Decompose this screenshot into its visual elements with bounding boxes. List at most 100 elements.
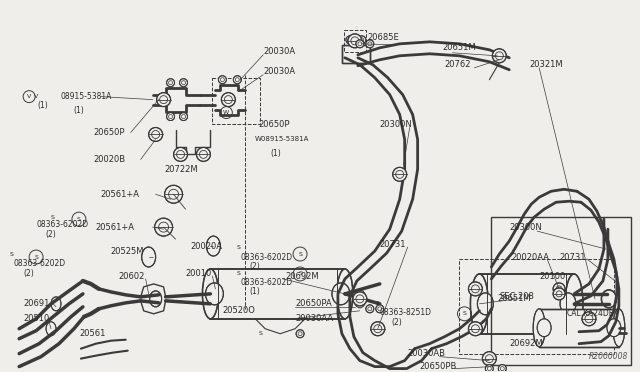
Text: 08363-6202D: 08363-6202D <box>240 253 292 262</box>
Text: (1): (1) <box>270 149 281 158</box>
Text: V: V <box>27 94 31 99</box>
Text: (2): (2) <box>249 263 260 272</box>
Circle shape <box>155 218 173 236</box>
Text: 20561+A: 20561+A <box>96 222 135 232</box>
Text: 20651M: 20651M <box>442 43 476 52</box>
Ellipse shape <box>337 269 353 319</box>
Circle shape <box>358 36 366 44</box>
Bar <box>342 45 370 63</box>
Text: 20561: 20561 <box>79 329 106 338</box>
Circle shape <box>376 305 384 313</box>
Circle shape <box>196 147 211 161</box>
Bar <box>479 274 574 334</box>
Ellipse shape <box>533 309 545 347</box>
Ellipse shape <box>470 274 488 334</box>
Text: 20650PA: 20650PA <box>295 299 332 308</box>
Text: 20030A: 20030A <box>263 47 295 56</box>
Text: S: S <box>51 215 55 220</box>
Text: S: S <box>77 217 81 222</box>
Text: R2000008: R2000008 <box>589 352 628 361</box>
Circle shape <box>499 365 506 372</box>
Text: (2): (2) <box>23 269 34 279</box>
Circle shape <box>366 305 374 313</box>
Text: 20650P: 20650P <box>94 128 125 137</box>
Text: (2): (2) <box>392 318 403 327</box>
Ellipse shape <box>537 319 551 337</box>
Circle shape <box>173 147 188 161</box>
Text: 20762: 20762 <box>445 60 471 69</box>
Circle shape <box>351 37 359 45</box>
Text: (2): (2) <box>45 230 56 238</box>
Text: 20692M: 20692M <box>285 272 319 282</box>
Text: 20321M: 20321M <box>529 60 563 69</box>
Text: 20651M: 20651M <box>497 294 531 303</box>
Circle shape <box>492 49 506 63</box>
Circle shape <box>468 282 483 296</box>
Circle shape <box>553 288 565 300</box>
Circle shape <box>221 93 236 107</box>
Text: 20300N: 20300N <box>509 222 542 232</box>
Circle shape <box>296 330 304 338</box>
Text: 20020A: 20020A <box>191 241 223 251</box>
Text: 08363-8251D: 08363-8251D <box>380 308 432 317</box>
Text: 20731: 20731 <box>559 253 586 262</box>
Circle shape <box>166 79 175 87</box>
Bar <box>479 274 574 334</box>
Circle shape <box>366 40 374 48</box>
Circle shape <box>346 36 354 44</box>
Text: 20030A: 20030A <box>263 67 295 76</box>
Text: 08363-6202D: 08363-6202D <box>36 219 88 229</box>
Ellipse shape <box>46 322 56 336</box>
Text: 20525M: 20525M <box>111 247 144 256</box>
Text: V: V <box>34 94 38 99</box>
Text: 20030AB: 20030AB <box>408 349 445 358</box>
Circle shape <box>356 40 364 48</box>
Ellipse shape <box>51 297 61 311</box>
Bar <box>539 309 619 347</box>
Text: 20020AA: 20020AA <box>511 253 549 262</box>
Text: CAL.KA24DE: CAL.KA24DE <box>567 309 614 318</box>
Bar <box>344 30 366 52</box>
Text: S: S <box>298 272 302 276</box>
Text: 08915-5381A: 08915-5381A <box>61 92 113 101</box>
Bar <box>492 217 631 365</box>
Circle shape <box>371 322 385 336</box>
Ellipse shape <box>205 283 223 305</box>
Text: 20722M: 20722M <box>164 165 198 174</box>
Circle shape <box>164 185 182 203</box>
Circle shape <box>353 292 367 306</box>
Text: S: S <box>236 272 240 276</box>
Text: W: W <box>223 110 229 115</box>
Bar <box>211 269 345 319</box>
Text: S: S <box>9 251 13 257</box>
Circle shape <box>582 312 596 326</box>
Text: S: S <box>236 244 240 250</box>
Ellipse shape <box>477 293 493 315</box>
Ellipse shape <box>207 236 220 256</box>
Ellipse shape <box>602 290 616 308</box>
Circle shape <box>483 352 497 366</box>
Ellipse shape <box>565 274 583 334</box>
Text: 20100: 20100 <box>539 272 565 282</box>
Text: (1): (1) <box>249 288 260 296</box>
Text: 20650P: 20650P <box>258 120 290 129</box>
Ellipse shape <box>202 269 218 319</box>
Ellipse shape <box>613 309 625 347</box>
Circle shape <box>553 283 565 295</box>
Text: 08363-6202D: 08363-6202D <box>13 260 65 269</box>
Text: 20520O: 20520O <box>222 306 255 315</box>
Text: (1): (1) <box>73 106 84 115</box>
Ellipse shape <box>560 293 576 315</box>
Circle shape <box>180 79 188 87</box>
Text: SEC.208: SEC.208 <box>499 292 534 301</box>
Text: 08363-6202D: 08363-6202D <box>240 278 292 288</box>
Text: 20510: 20510 <box>23 314 49 323</box>
Circle shape <box>348 34 362 48</box>
Text: S: S <box>298 251 302 257</box>
Ellipse shape <box>150 291 162 307</box>
Text: S: S <box>259 331 262 336</box>
Text: 20691: 20691 <box>23 299 49 308</box>
Circle shape <box>148 128 163 141</box>
Text: 20561+A: 20561+A <box>101 190 140 199</box>
Circle shape <box>180 113 188 121</box>
